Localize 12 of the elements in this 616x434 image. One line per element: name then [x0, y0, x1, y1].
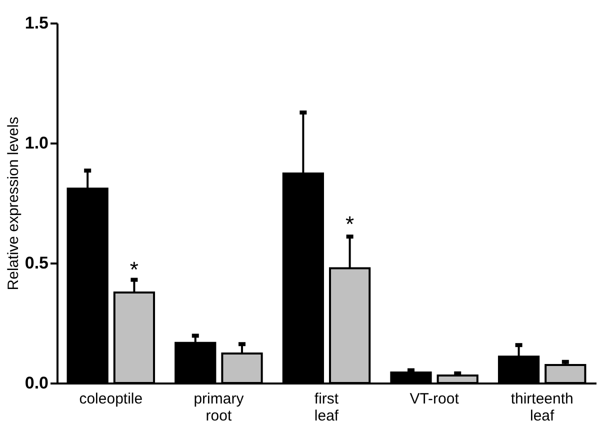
annotation: * [130, 257, 139, 282]
x-tick-label: VT-root [410, 390, 460, 408]
x-tick-label: thirteenth leaf [510, 390, 574, 424]
annotation: * [346, 212, 355, 237]
y-tick-label: 1.5 [24, 14, 48, 32]
y-axis-title: Relative expression levels [4, 116, 22, 290]
y-tick-label: 1.0 [24, 134, 48, 152]
x-tick-label: coleoptile [79, 390, 143, 408]
x-tick-label: first leaf [314, 390, 340, 424]
y-tick-label: 0.0 [24, 374, 48, 392]
y-tick-label: 0.5 [24, 254, 48, 272]
x-tick-label: primary root [194, 390, 244, 424]
